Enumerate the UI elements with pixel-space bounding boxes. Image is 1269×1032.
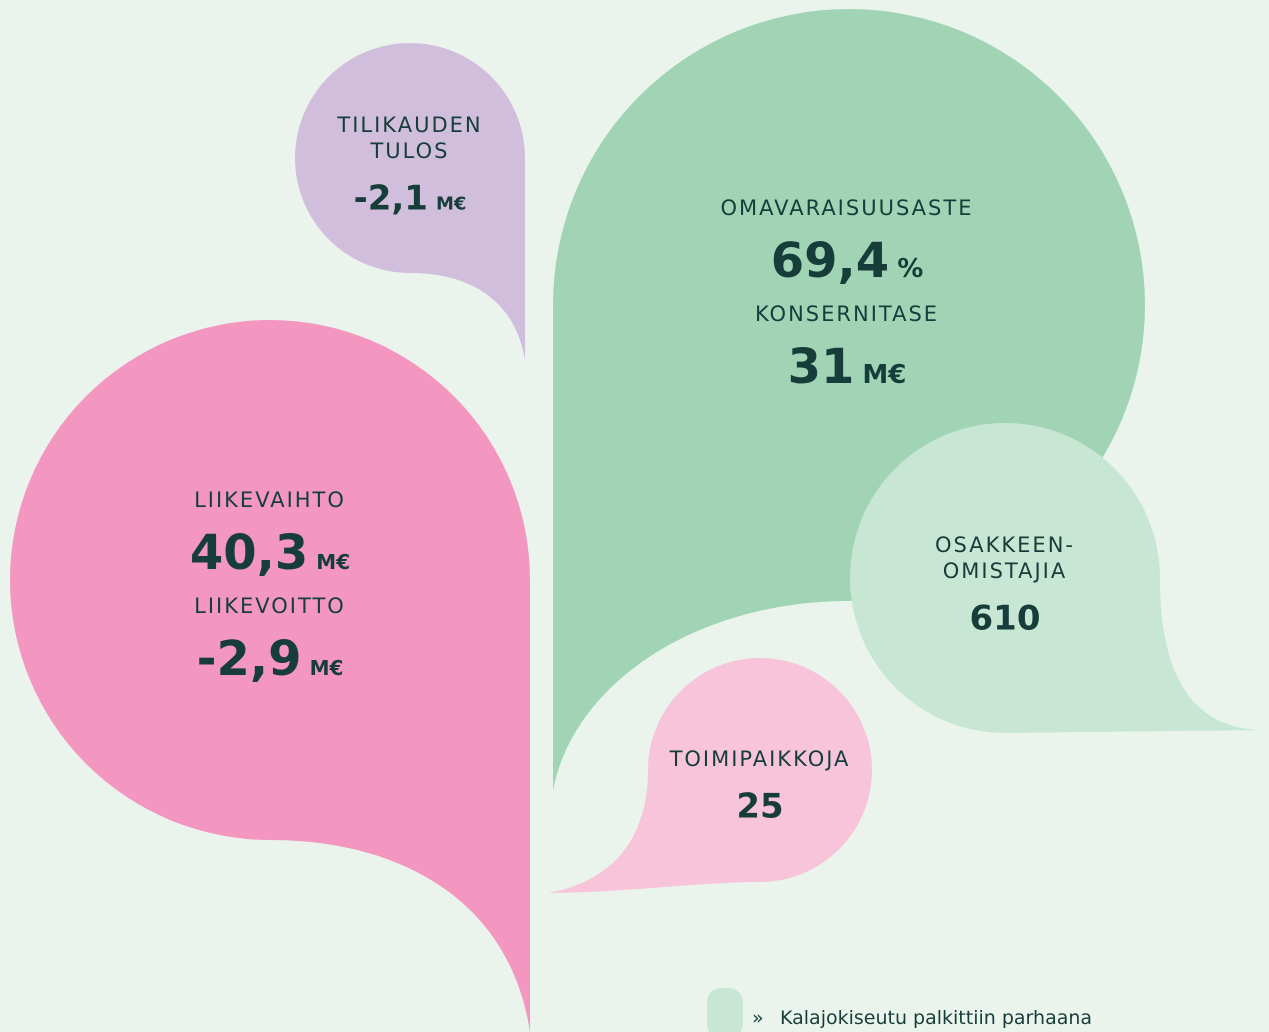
stat-value: 25 xyxy=(736,787,783,827)
stat-unit: % xyxy=(897,254,923,284)
bubble-green xyxy=(553,9,1145,790)
stat-value: 610 xyxy=(970,599,1041,639)
stat-label: OMAVARAISUUSASTE xyxy=(721,196,974,220)
stat-label: KONSERNITASE xyxy=(755,302,939,326)
stat-unit: M€ xyxy=(310,656,344,680)
stat-number: -2,1 xyxy=(354,179,428,219)
stat-label: OSAKKEEN- xyxy=(935,533,1075,557)
stat-number: -2,9 xyxy=(197,631,302,687)
stat-number: 25 xyxy=(736,787,783,827)
bubble-light-pink xyxy=(548,658,872,893)
stat-value: -2,1 M€ xyxy=(354,179,467,219)
stat-number: 31 xyxy=(788,339,855,395)
stat-label: TULOS xyxy=(369,139,449,163)
bubble-pink xyxy=(10,320,530,1032)
stat-value: 69,4% xyxy=(771,233,924,289)
stat-unit: M€ xyxy=(436,194,466,215)
footer-bullet: » xyxy=(752,1007,764,1029)
stat-label: LIIKEVAIHTO xyxy=(194,488,346,512)
stat-value: -2,9 M€ xyxy=(197,631,344,687)
stat-value: 31 M€ xyxy=(788,339,907,395)
stat-number: 40,3 xyxy=(190,525,308,581)
footer-text: Kalajokiseutu palkittiin parhaana xyxy=(780,1007,1092,1029)
stat-label: TILIKAUDEN xyxy=(336,113,482,137)
stat-value: 40,3 M€ xyxy=(190,525,350,581)
stat-unit: M€ xyxy=(316,550,350,574)
stat-label: LIIKEVOITTO xyxy=(194,594,346,618)
stat-unit: M€ xyxy=(862,360,906,390)
stat-number: 69,4 xyxy=(771,233,889,289)
bubble-purple xyxy=(295,43,525,360)
stat-number: 610 xyxy=(970,599,1041,639)
footer-marker xyxy=(707,988,743,1032)
stat-label: TOIMIPAIKKOJA xyxy=(669,747,851,771)
stat-label: OMISTAJIA xyxy=(943,559,1068,583)
bubble-light-green xyxy=(850,423,1265,733)
